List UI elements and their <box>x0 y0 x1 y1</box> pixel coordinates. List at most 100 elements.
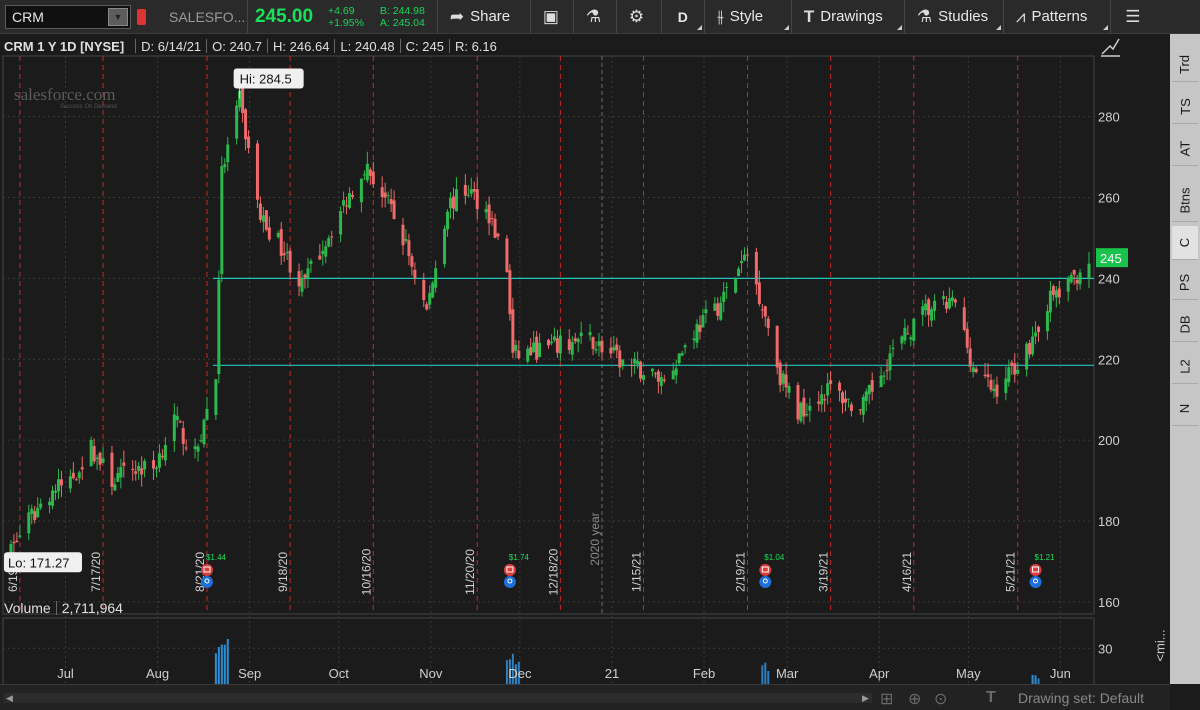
candle-body <box>116 473 120 482</box>
dividend-icon[interactable] <box>200 576 213 588</box>
price-tick-label: 220 <box>1098 352 1120 367</box>
side-tab-c[interactable]: C <box>1172 226 1198 260</box>
candle-body <box>380 187 384 197</box>
aggregation-label: D <box>677 8 688 25</box>
zoom-icon[interactable]: ⊙ <box>934 691 948 708</box>
scroll-right-icon[interactable]: ▶ <box>862 693 869 703</box>
link-color-icon[interactable] <box>137 8 146 25</box>
volume-bar <box>767 670 770 684</box>
scroll-left-icon[interactable]: ◀ <box>6 693 13 703</box>
side-tab-trd[interactable]: Trd <box>1172 48 1198 82</box>
candle-body <box>600 340 604 353</box>
chart-menu-button[interactable]: ☰ <box>1111 0 1155 34</box>
candle-body <box>1051 286 1055 295</box>
dividend-icon[interactable] <box>503 576 516 588</box>
share-button[interactable]: ➦ Share <box>438 0 530 34</box>
candle-body <box>413 269 417 278</box>
toolbar-separator <box>703 0 705 34</box>
candle-body <box>487 204 491 224</box>
horizontal-lines[interactable] <box>212 277 1094 366</box>
time-scrollbar[interactable] <box>4 693 872 703</box>
text-tool-icon[interactable]: T <box>986 689 996 706</box>
candle-body <box>1057 288 1061 298</box>
header-separator <box>135 39 137 53</box>
month-tick-label: Mar <box>776 666 799 681</box>
candle-body <box>297 271 301 287</box>
side-tab-l2[interactable]: L2 <box>1172 350 1198 384</box>
dividend-icon-glyph <box>762 578 768 584</box>
dividend-icon[interactable] <box>759 576 772 588</box>
month-tick-label: Apr <box>869 666 890 681</box>
symbol-dropdown-button[interactable]: ▼ <box>108 7 128 26</box>
candle-body <box>1004 378 1008 393</box>
price-chart[interactable]: 160 180 200 220 240 260 280 Jul Aug Sep Oct Nov Dec 2… <box>0 34 1170 684</box>
price-pane <box>2 55 1095 615</box>
drawing-set-selector[interactable]: Drawing set: Default <box>1018 690 1145 706</box>
crosshair-icon[interactable]: ⊕ <box>908 691 922 708</box>
drawings-button[interactable]: T Drawings <box>792 0 904 34</box>
candle-body <box>636 360 640 365</box>
year-label: 2020 year <box>588 512 602 565</box>
candle-body <box>618 350 622 368</box>
header-high: H: 246.64 <box>273 38 330 54</box>
candle-body <box>962 307 966 330</box>
candle-body <box>279 229 283 256</box>
studies-button[interactable]: ⚗ Studies <box>905 0 1003 34</box>
candle-body <box>92 446 96 462</box>
side-tab-n[interactable]: N <box>1172 392 1198 426</box>
salesforce-logo: salesforce.com Success On Demand <box>14 85 117 110</box>
candle-body <box>285 251 289 253</box>
volume-tick-label: 30 <box>1098 641 1112 656</box>
earnings-icon[interactable] <box>200 564 213 576</box>
draw-tool-icon[interactable] <box>1099 36 1121 58</box>
side-tab-btns[interactable]: Btns <box>1172 180 1198 222</box>
flask-button[interactable]: ⚗ <box>574 0 616 34</box>
mini-label[interactable]: <mi... <box>1152 628 1168 662</box>
gear-button[interactable]: ⚙ <box>617 0 661 34</box>
zoom-area-icon[interactable]: ⊞ <box>880 691 894 708</box>
earnings-icon[interactable] <box>503 564 516 576</box>
low-callout-box <box>4 552 82 573</box>
candle-body <box>493 218 497 238</box>
volume-bar <box>517 661 520 684</box>
candle-body <box>968 348 972 367</box>
chart-settings-button[interactable]: ▣ <box>531 0 573 34</box>
candle-body <box>778 362 782 386</box>
toolbar-separator <box>903 0 905 34</box>
candle-body <box>309 260 313 265</box>
candle-body <box>235 105 239 139</box>
candle-body <box>757 282 761 304</box>
candle-body <box>342 200 346 206</box>
chart-settings-icon: ▣ <box>542 6 559 26</box>
candle-body <box>383 192 387 198</box>
candle-body <box>680 353 684 356</box>
style-button[interactable]: ⫳ Style <box>705 0 791 34</box>
candle-body <box>704 309 708 314</box>
candle-body <box>15 540 19 543</box>
aggregation-button[interactable]: D <box>662 0 704 34</box>
candle-body <box>532 342 536 353</box>
candle-body <box>547 339 550 346</box>
candle-body <box>823 399 827 401</box>
patterns-button[interactable]: ⩘ Patterns <box>1004 0 1110 34</box>
side-tab-at[interactable]: AT <box>1172 132 1198 166</box>
side-tab-ps[interactable]: PS <box>1172 266 1198 300</box>
candle-body <box>659 377 663 386</box>
earnings-icon[interactable] <box>759 564 772 576</box>
earnings-icon[interactable] <box>1029 564 1042 576</box>
side-tab-ts[interactable]: TS <box>1172 90 1198 124</box>
toolbar-separator <box>660 0 662 34</box>
candle-body <box>300 278 304 292</box>
volume-bar <box>1031 674 1034 684</box>
candle-body <box>59 479 63 486</box>
candle-body <box>101 458 105 463</box>
symbol-input[interactable]: CRM ▼ <box>5 4 131 29</box>
candle-body <box>48 501 52 506</box>
candle-body <box>193 446 197 450</box>
candle-body <box>802 397 806 417</box>
dividend-icon[interactable] <box>1029 576 1042 588</box>
chart-title: CRM 1 Y 1D [NYSE] <box>4 38 125 54</box>
candle-body <box>276 232 280 238</box>
candle-body <box>612 347 616 351</box>
side-tab-db[interactable]: DB <box>1172 308 1198 342</box>
